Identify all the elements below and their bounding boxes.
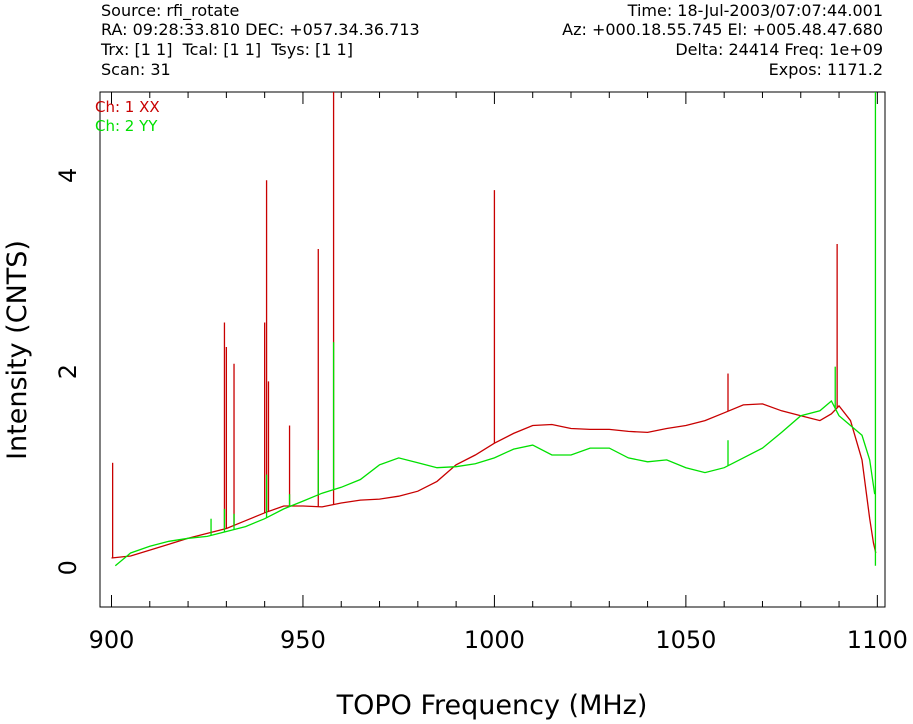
header-source: Source: rfi_rotate [101, 1, 240, 20]
header-delta: Delta: 24414 Freq: 1e+09 [675, 40, 883, 59]
header-scan: Scan: 31 [101, 60, 171, 79]
x-tick-label: 950 [280, 626, 326, 654]
legend-entry-2: Ch: 2 YY [95, 117, 158, 135]
legend-entry-1: Ch: 1 XX [95, 98, 160, 116]
y-tick-label: 2 [54, 364, 82, 379]
series-line-1 [111, 403, 877, 559]
plot-frame [99, 91, 886, 608]
x-axis-label: TOPO Frequency (MHz) [336, 690, 648, 721]
x-tick-label: 1050 [655, 626, 716, 654]
series-line-2 [114, 399, 876, 567]
y-tick-label: 4 [54, 168, 82, 183]
header-expos: Expos: 1171.2 [768, 60, 883, 79]
header-trx: Trx: [1 1] Tcal: [1 1] Tsys: [1 1] [101, 40, 353, 59]
header-radec: RA: 09:28:33.810 DEC: +057.34.36.713 [101, 20, 420, 39]
header-azel: Az: +000.18.55.745 El: +005.48.47.680 [562, 20, 883, 39]
header-time: Time: 18-Jul-2003/07:07:44.001 [627, 1, 883, 20]
x-tick-label: 1100 [847, 626, 908, 654]
x-tick-label: 900 [89, 626, 135, 654]
x-tick-label: 1000 [464, 626, 525, 654]
y-axis-label: Intensity (CNTS) [2, 240, 33, 460]
y-tick-label: 0 [54, 560, 82, 575]
